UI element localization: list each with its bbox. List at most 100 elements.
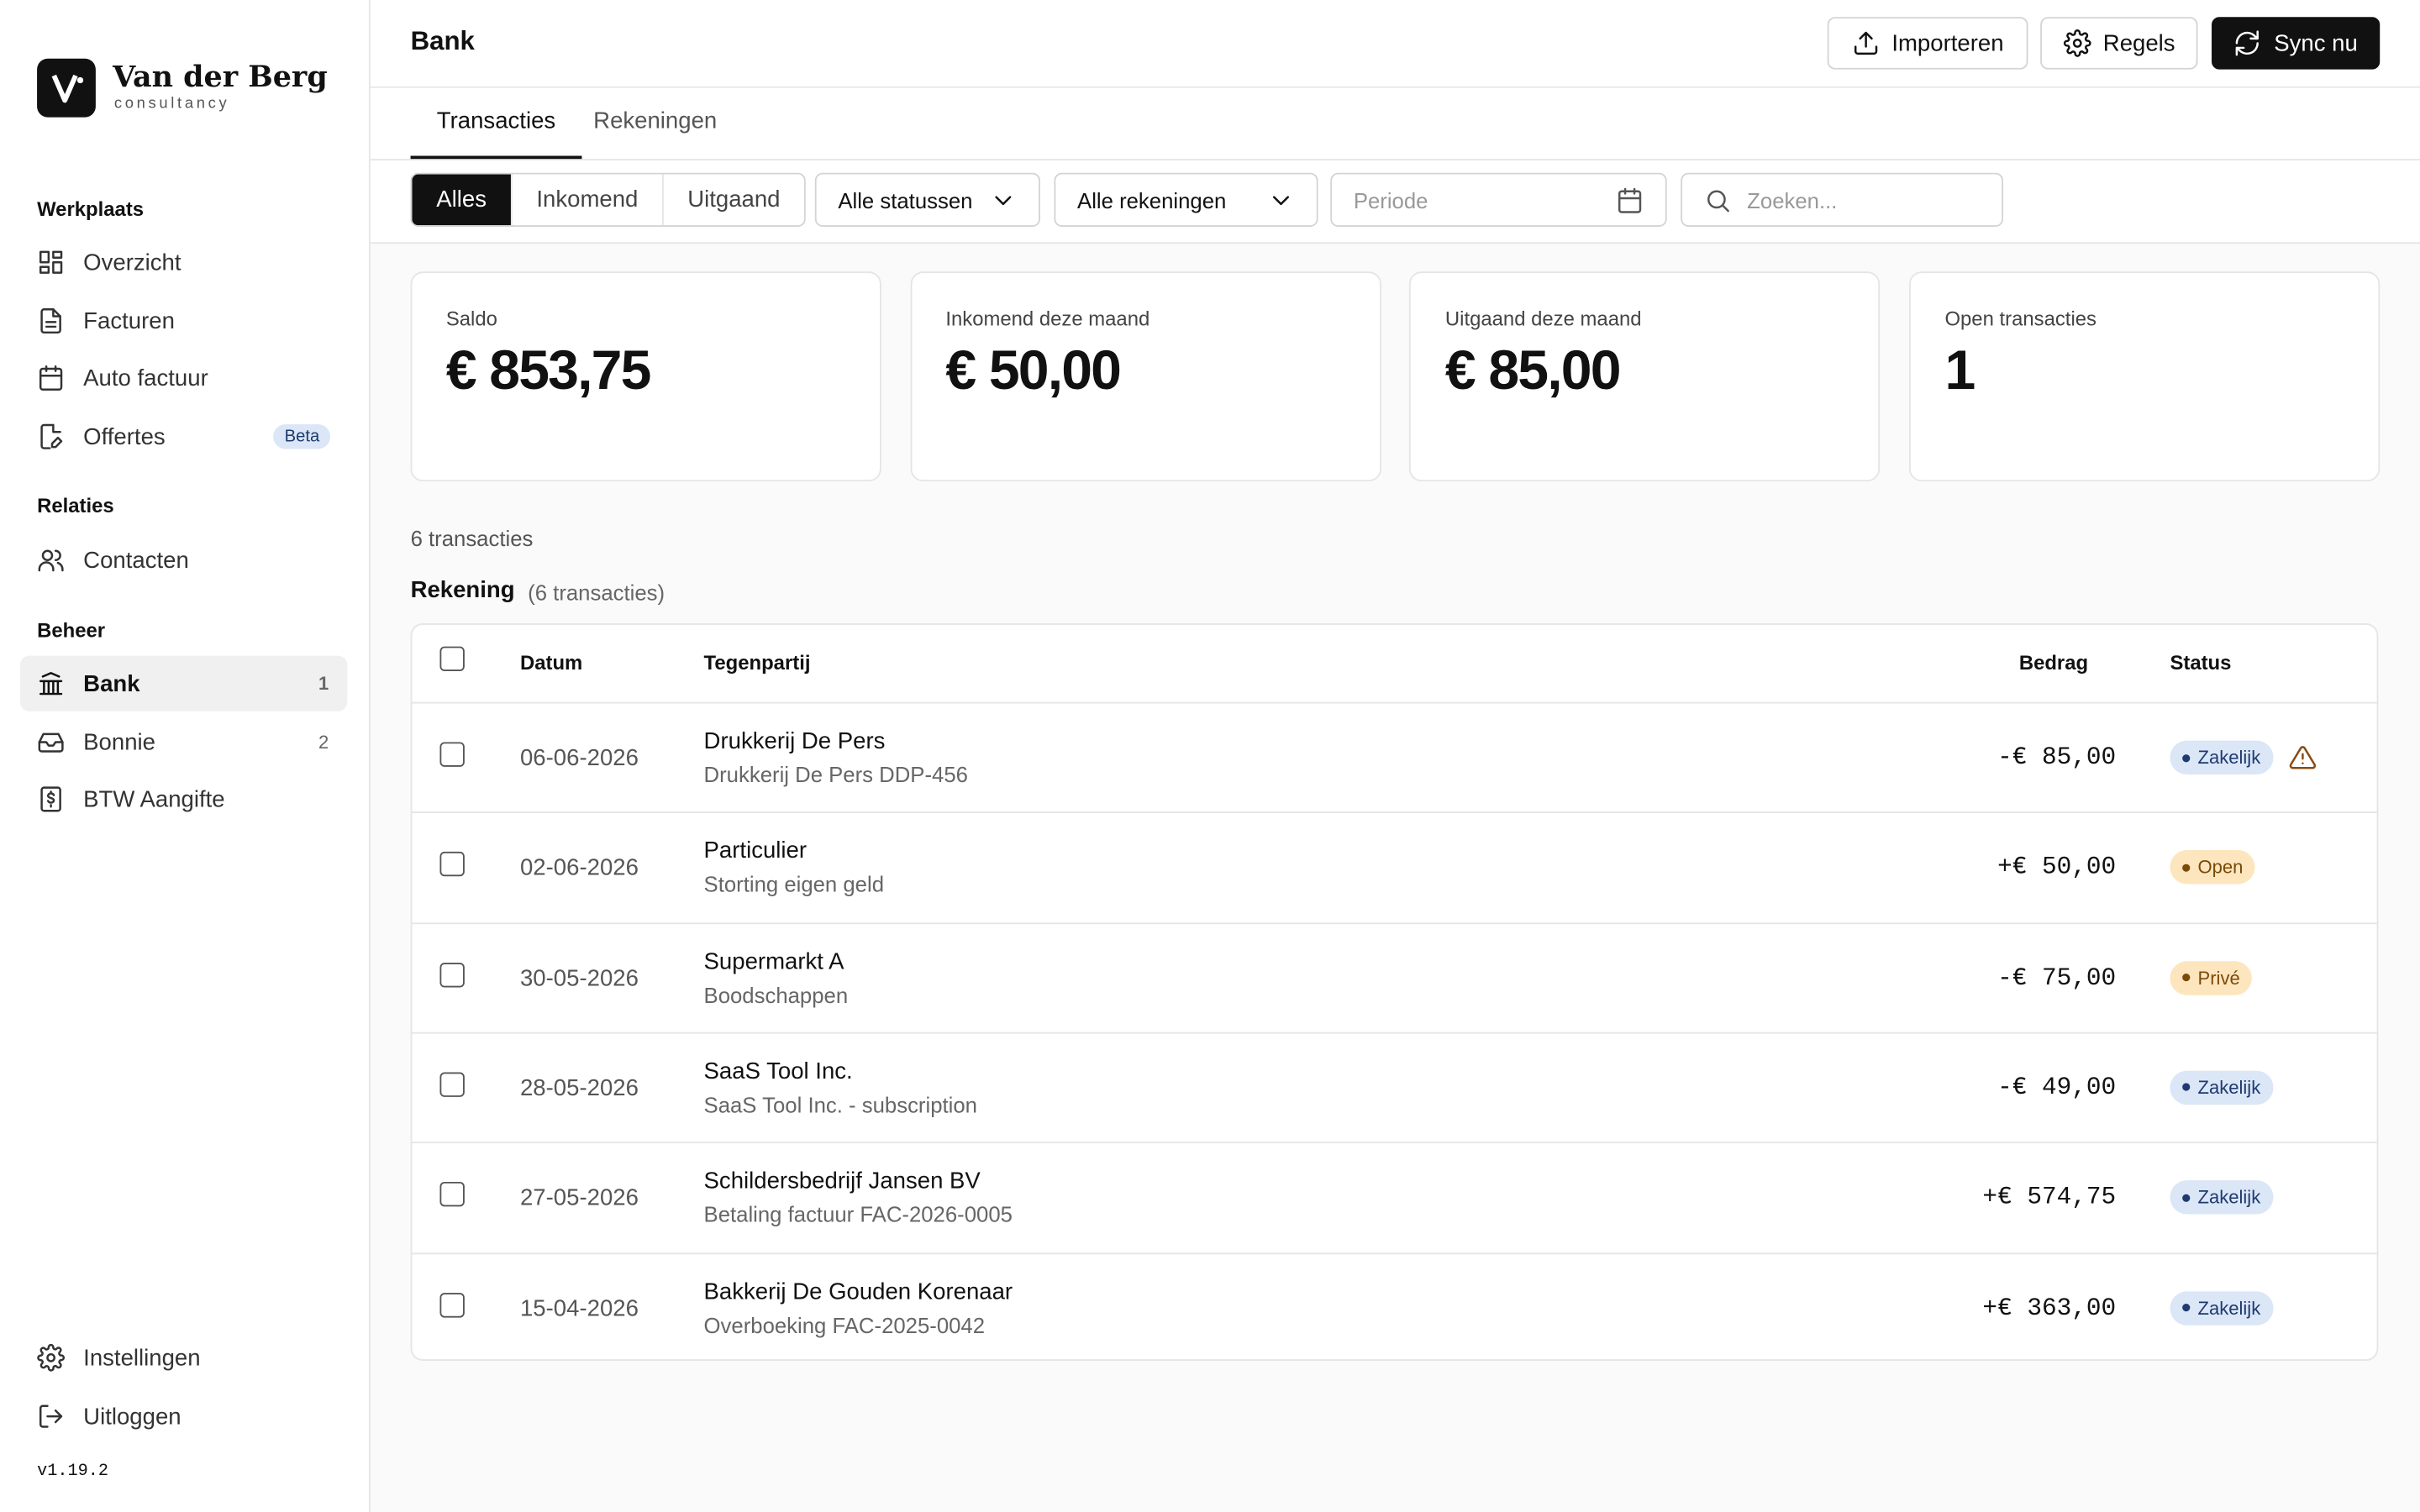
dropdown[interactable]: Alle statussen: [814, 172, 1040, 228]
status-dot: [2182, 1304, 2191, 1312]
icon: [40, 786, 61, 812]
checkbox[interactable]: [439, 1292, 465, 1317]
nav-item[interactable]: BTW Aangifte: [20, 771, 347, 827]
status-label: Zakelijk: [2197, 1186, 2261, 1209]
header-button[interactable]: Importeren: [1827, 17, 2028, 70]
status-label: Zakelijk: [2197, 1076, 2261, 1099]
amount: -€ 75,00: [1997, 963, 2117, 992]
checkbox[interactable]: [439, 1072, 465, 1097]
icon: [40, 423, 63, 449]
segment[interactable]: Alles: [412, 174, 511, 226]
stat-label: Saldo: [445, 307, 497, 331]
segment[interactable]: Uitgaand: [661, 174, 804, 226]
tab[interactable]: Transacties: [410, 88, 582, 160]
button-label: Regels: [2102, 29, 2175, 57]
date: 02-06-2026: [519, 855, 639, 882]
nav-item[interactable]: Bonnie 2: [20, 714, 347, 769]
table-row[interactable]: 30-05-2026 Supermarkt A Boodschappen -€ 75,…: [412, 921, 2377, 1033]
nav-item[interactable]: Bank 1: [19, 655, 348, 711]
result-count: 6 transacties: [410, 526, 534, 551]
nav-count: 1: [318, 672, 329, 695]
button-label: Importeren: [1891, 29, 2004, 57]
status-dot: [2182, 753, 2191, 762]
checkbox[interactable]: [439, 1182, 465, 1207]
main: Bank Importeren Regels Sync nu Transacties Re…: [370, 0, 2420, 1512]
checkbox[interactable]: [439, 962, 465, 987]
counterparty: Drukkerij De Pers: [703, 727, 886, 755]
status-dot: [2182, 1194, 2191, 1202]
tab-bar: [370, 87, 2420, 161]
amount: +€ 574,75: [1982, 1184, 2117, 1212]
table-row[interactable]: 15-04-2026 Bakkerij De Gouden Korenaar Ove…: [412, 1252, 2377, 1363]
nav-label: Uitloggen: [83, 1403, 182, 1430]
amount: -€ 49,00: [1997, 1074, 2117, 1102]
date: 27-05-2026: [519, 1184, 639, 1212]
table-row[interactable]: 02-06-2026 Particulier Storting eigen geld…: [412, 811, 2377, 923]
status-badge: Zakelijk: [2170, 1180, 2273, 1215]
table-row[interactable]: 27-05-2026 Schildersbedrijf Jansen BV Beta…: [412, 1142, 2377, 1253]
checkbox[interactable]: [439, 646, 465, 671]
date-input[interactable]: Periode: [1330, 172, 1667, 228]
nav-item[interactable]: Auto factuur: [20, 350, 347, 406]
warning-icon: [2289, 746, 2317, 769]
amount: +€ 50,00: [1997, 853, 2117, 882]
date: 06-06-2026: [519, 745, 639, 772]
nav-label: BTW Aangifte: [83, 785, 225, 813]
nav-label: Bank: [83, 670, 140, 697]
description: SaaS Tool Inc. - subscription: [703, 1092, 977, 1117]
nav-item[interactable]: Instellingen: [20, 1330, 347, 1385]
stat-value: € 85,00: [1444, 338, 1622, 402]
icon: [1272, 195, 1289, 205]
table-row[interactable]: 06-06-2026 Drukkerij De Pers Drukkerij De …: [412, 701, 2377, 813]
counterparty: Bakkerij De Gouden Korenaar: [703, 1278, 1013, 1305]
brand-tagline: consultancy: [113, 95, 230, 113]
nav-item[interactable]: Offertes Beta: [20, 409, 347, 465]
icon: [39, 672, 63, 696]
tab[interactable]: Rekeningen: [593, 108, 718, 134]
counterparty: Supermarkt A: [703, 948, 844, 975]
header-button[interactable]: Sync nu: [2212, 17, 2381, 70]
nav-item[interactable]: Overzicht: [20, 234, 347, 290]
icon: [37, 1344, 65, 1372]
status-label: Open: [2197, 856, 2244, 879]
stat-card: Open transacties 1: [1909, 271, 2381, 482]
table-row[interactable]: 28-05-2026 SaaS Tool Inc. SaaS Tool Inc. -…: [412, 1032, 2377, 1143]
column-header: Tegenpartij: [703, 651, 811, 675]
placeholder: Zoeken...: [1747, 187, 1838, 213]
status-badge: Zakelijk: [2170, 1290, 2273, 1325]
status-label: Privé: [2197, 966, 2240, 989]
status-dot: [2182, 864, 2191, 872]
dropdown-label: Alle rekeningen: [1077, 187, 1227, 213]
column-header: Datum: [519, 651, 583, 675]
button-label: Sync nu: [2274, 29, 2358, 57]
nav-item[interactable]: Facturen: [20, 293, 347, 349]
stat-label: Open transacties: [1944, 307, 2096, 331]
nav-label: Offertes: [83, 423, 166, 450]
date: 28-05-2026: [519, 1075, 639, 1102]
page-title: Bank: [410, 26, 475, 56]
nav-item[interactable]: Contacten: [20, 533, 347, 588]
nav-label: Contacten: [83, 547, 189, 574]
icon: [2236, 30, 2260, 56]
stat-value: 1: [1944, 338, 1975, 402]
stat-card: Uitgaand deze maand € 85,00: [1409, 271, 1881, 482]
checkbox[interactable]: [439, 742, 465, 767]
header-button[interactable]: Regels: [2040, 17, 2198, 70]
nav-label: Overzicht: [83, 249, 182, 276]
icon: [2063, 29, 2091, 57]
nav-count: 2: [318, 731, 329, 753]
checkbox[interactable]: [439, 852, 465, 877]
search-input[interactable]: Zoeken...: [1681, 172, 2004, 228]
status-badge: Zakelijk: [2170, 1070, 2273, 1105]
version: v1.19.2: [37, 1462, 108, 1482]
description: Overboeking FAC-2025-0042: [703, 1312, 986, 1337]
icon: [995, 195, 1012, 205]
amount: -€ 85,00: [1997, 743, 2117, 772]
dropdown[interactable]: Alle rekeningen: [1054, 172, 1318, 228]
transactions-table: Datum Tegenpartij Bedrag Status 06-06-2026 Dr…: [410, 623, 2379, 1363]
segment[interactable]: Inkomend: [510, 174, 662, 226]
nav-item[interactable]: Uitloggen: [20, 1389, 347, 1444]
description: Storting eigen geld: [703, 872, 885, 897]
